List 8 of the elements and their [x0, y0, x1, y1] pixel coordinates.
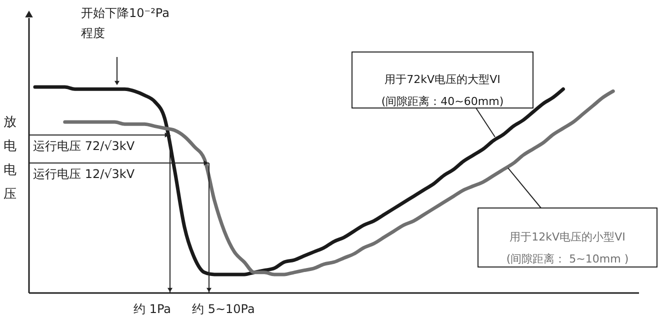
text: 约 5~10Pa — [192, 302, 255, 316]
y-axis-title: 放电电压 — [4, 115, 16, 202]
text: 约 1Pa — [134, 302, 171, 316]
text: 开始下降10⁻²Pa 程度 — [81, 6, 170, 40]
annotation: 运行电压 72/√3kV — [33, 139, 136, 153]
text: 用于12kV电压的小型VI (间隙距离： 5~10mm ) — [506, 230, 629, 266]
annotation: 运行电压 12/√3kV — [33, 167, 136, 181]
series-label: 用于72kV电压的大型VI (间隙距离：40~60mm) — [381, 73, 504, 108]
